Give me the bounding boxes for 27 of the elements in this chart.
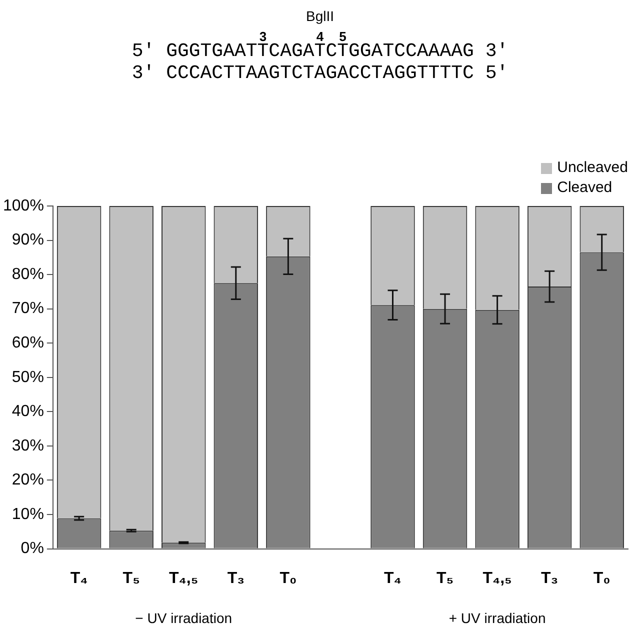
y-tick-label: 90% <box>12 232 44 249</box>
x-tick-label: T₅ <box>436 570 454 587</box>
y-tick-label: 20% <box>12 472 44 489</box>
y-tick-label: 60% <box>12 334 44 352</box>
x-tick-label: T₅ <box>122 570 140 587</box>
x-tick-label: T₀ <box>280 570 297 587</box>
x-tick-label: T₄ <box>70 570 88 587</box>
x-tick-label: T₄,₅ <box>482 570 512 587</box>
y-tick-label: 40% <box>12 403 44 420</box>
y-tick-label: 80% <box>12 266 44 283</box>
x-tick-label: T₃ <box>227 570 244 587</box>
y-tick-label: 0% <box>20 540 44 558</box>
legend-label: Cleaved <box>557 178 612 198</box>
text: − UV irradiation <box>135 610 232 626</box>
y-tick-label: 30% <box>12 437 44 454</box>
y-tick-label: 50% <box>12 368 44 386</box>
y-tick-label: 10% <box>12 506 44 523</box>
x-tick-label: T₃ <box>540 570 558 587</box>
x-tick-label: T₀ <box>593 570 610 587</box>
y-tick-label: 70% <box>12 300 44 318</box>
x-tick-label: T₄,₅ <box>169 570 198 587</box>
y-tick-label: 100% <box>3 197 44 214</box>
text: + UV irradiation <box>448 610 546 626</box>
legend-label: Uncleaved <box>557 158 628 178</box>
text: 3′ CCCACTTAAGTCTAGACCTAGGTTTTC 5′ <box>132 62 508 84</box>
x-tick-label: T₄ <box>384 570 402 587</box>
chart-title: BglII <box>304 8 335 24</box>
